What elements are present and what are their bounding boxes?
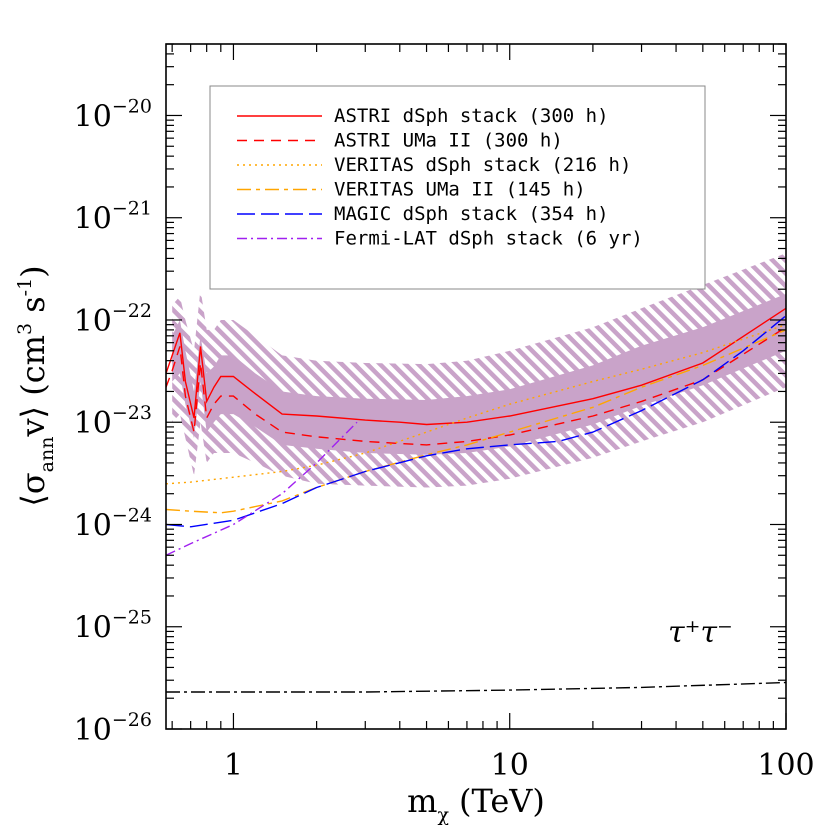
series-line-0	[166, 307, 786, 426]
legend-label-4: MAGIC dSph stack (354 h)	[334, 203, 609, 225]
legend-box	[209, 85, 706, 290]
x-tick-label: 100	[757, 748, 814, 783]
legend: ASTRI dSph stack (300 h) ASTRI UMa II (30…	[209, 85, 706, 290]
svg-text:mχ(TeV): mχ (TeV)	[407, 782, 545, 826]
band-inner-solid	[172, 293, 786, 455]
x-tick-label: 10	[491, 748, 529, 783]
y-tick-label: 10−23	[74, 402, 152, 441]
y-tick-label: 10−20	[74, 95, 152, 134]
legend-label-3: VERITAS UMa II (145 h)	[334, 179, 586, 201]
channel-annotation: τ⁺τ⁻	[668, 615, 733, 650]
y-tick-label: 10−25	[74, 607, 152, 646]
svg-text:⟨σannv⟩ (cm3 s-1): ⟨σannv⟩ (cm3 s-1)	[14, 265, 58, 506]
legend-label-1: ASTRI UMa II (300 h)	[334, 130, 563, 152]
legend-label-0: ASTRI dSph stack (300 h)	[334, 105, 609, 127]
series-line-5	[166, 421, 358, 556]
series-lines	[166, 307, 786, 693]
uncertainty-band	[172, 253, 786, 488]
series-line-1	[166, 326, 786, 446]
series-line-6	[166, 681, 786, 693]
y-axis-label: ⟨σannv⟩ (cm3 s-1)	[14, 265, 58, 506]
legend-label-5: Fermi-LAT dSph stack (6 yr)	[334, 228, 643, 250]
series-line-4	[166, 315, 786, 528]
x-tick-label: 1	[224, 748, 243, 783]
y-tick-label: 10−22	[74, 300, 152, 339]
legend-label-2: VERITAS dSph stack (216 h)	[334, 154, 631, 176]
x-axis-label: mχ (TeV)	[407, 782, 545, 826]
y-tick-label: 10−24	[74, 504, 152, 543]
y-tick-label: 10−21	[74, 198, 152, 237]
series-line-2	[166, 324, 786, 485]
plot-frame	[165, 43, 787, 730]
y-tick-label: 10−26	[74, 709, 152, 748]
